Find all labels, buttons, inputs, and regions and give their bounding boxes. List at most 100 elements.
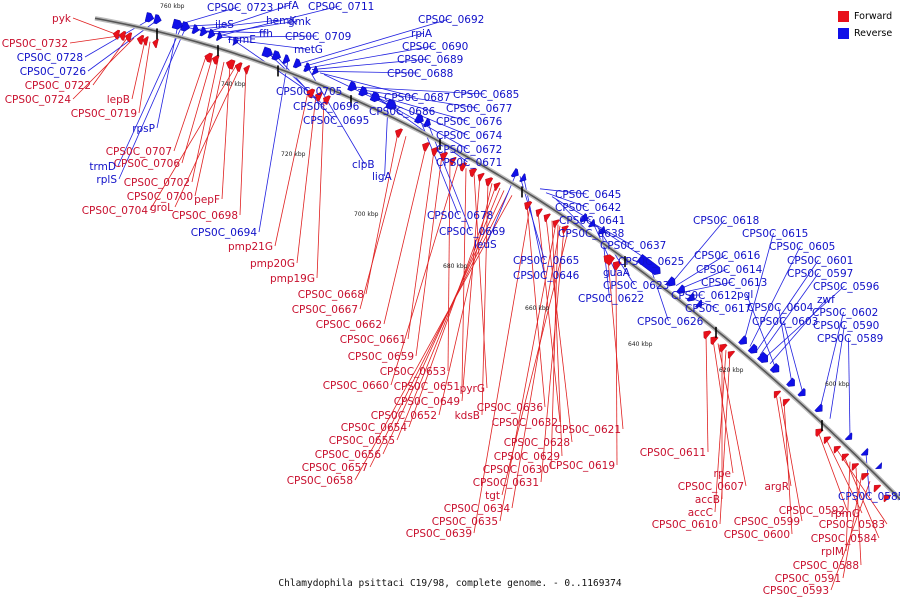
forward-gene-label: CPS0C_0704 xyxy=(82,205,149,217)
forward-gene-label: CPS0C_0621 xyxy=(555,424,621,436)
forward-gene-label: CPS0C_0610 xyxy=(652,519,718,531)
reverse-gene-label: CPS0C_0677 xyxy=(446,103,512,115)
reverse-gene xyxy=(519,173,527,182)
reverse-leader-line xyxy=(307,45,434,69)
reverse-leader-line xyxy=(675,254,726,287)
reverse-leader-line xyxy=(352,86,485,95)
forward-gene-label: CPS0C_0619 xyxy=(549,460,615,472)
forward-leader-line xyxy=(408,185,497,428)
reverse-gene xyxy=(261,46,273,58)
forward-gene-label: CPS0C_0698 xyxy=(172,210,238,222)
reverse-gene-label: CPS0C_0728 xyxy=(17,52,83,64)
forward-swatch xyxy=(838,11,849,22)
reverse-gene-label: CPS0C_0614 xyxy=(696,264,763,276)
reverse-gene-label: CPS0C_0685 xyxy=(453,89,519,101)
forward-leader-line xyxy=(369,192,509,468)
reverse-leader-line xyxy=(267,52,325,107)
forward-gene-label: CPS0C_0707 xyxy=(106,146,172,158)
reverse-gene-label: CPS0C_0646 xyxy=(513,270,580,282)
forward-gene xyxy=(431,146,440,157)
forward-leader-line xyxy=(181,58,213,164)
reverse-leader-line xyxy=(311,58,429,70)
reverse-gene-label: CPS0C_0596 xyxy=(813,281,880,293)
forward-leader-line xyxy=(783,400,793,535)
reverse-gene-label: ffh xyxy=(259,28,273,40)
forward-gene xyxy=(773,390,782,399)
forward-leader-line xyxy=(131,40,146,100)
forward-gene xyxy=(823,436,832,445)
forward-gene-label: groL xyxy=(150,202,173,214)
forward-gene-label: CPS0C_0632 xyxy=(492,417,558,429)
forward-leader-line xyxy=(511,225,561,509)
reverse-leader-line xyxy=(769,298,827,365)
reverse-gene-label: CPS0C_0603 xyxy=(752,316,818,328)
forward-leader-line xyxy=(191,60,219,183)
forward-gene-label: CPS0C_0660 xyxy=(323,380,389,392)
reverse-gene xyxy=(797,387,806,397)
reverse-gene xyxy=(422,117,431,128)
forward-gene-label: accC xyxy=(688,507,713,519)
reverse-leader-line xyxy=(357,88,478,109)
forward-gene-label: pyk xyxy=(52,13,72,25)
reverse-gene xyxy=(579,213,588,223)
reverse-leader-line xyxy=(589,221,650,262)
reverse-gene-label: trmD xyxy=(89,161,116,173)
forward-gene xyxy=(561,225,569,234)
forward-leader-line xyxy=(845,461,851,552)
forward-leader-line xyxy=(415,154,443,357)
forward-leader-line xyxy=(194,61,225,197)
forward-leader-line xyxy=(607,258,624,430)
reverse-gene-label: CPS0C_0687 xyxy=(384,92,450,104)
scale-tick-label: 740 kbp xyxy=(221,81,246,88)
reverse-gene-label: CPS0C_0622 xyxy=(578,293,644,305)
forward-leader-line xyxy=(499,223,557,522)
forward-gene-label: CPS0C_0634 xyxy=(444,503,511,515)
forward-gene-label: CPS0C_0654 xyxy=(341,422,408,434)
genome-backbone xyxy=(94,16,900,501)
scale-tick-label: 660 kbp xyxy=(525,305,550,312)
reverse-gene xyxy=(303,62,312,72)
forward-gene xyxy=(833,445,842,454)
reverse-leader-line xyxy=(819,311,844,410)
forward-leader-line xyxy=(712,339,734,474)
forward-gene xyxy=(861,472,870,481)
reverse-leader-line xyxy=(486,173,517,245)
forward-gene xyxy=(124,32,133,43)
forward-gene xyxy=(883,494,892,503)
reverse-gene xyxy=(271,50,282,61)
reverse-leader-line xyxy=(749,245,801,347)
forward-leader-line xyxy=(173,56,207,152)
forward-gene-label: CPS0C_0662 xyxy=(316,319,382,331)
reverse-gene-label: CPS0C_0709 xyxy=(285,31,351,43)
forward-leader-line xyxy=(526,204,546,408)
forward-gene xyxy=(459,162,468,172)
forward-leader-line xyxy=(540,228,565,483)
forward-gene-label: CPS0C_0732 xyxy=(2,38,68,50)
reverse-gene-label: CPS0C_0726 xyxy=(20,66,87,78)
backbone-line xyxy=(94,17,900,500)
reverse-gene-label: CPS0C_0612 xyxy=(671,290,737,302)
forward-leader-line xyxy=(461,176,481,402)
reverse-gene-label: CPS0C_0686 xyxy=(369,106,436,118)
forward-gene-label: CPS0C_0655 xyxy=(329,435,395,447)
forward-gene xyxy=(136,35,145,45)
reverse-gene-label: rpsP xyxy=(132,123,155,135)
reverse-gene xyxy=(282,54,291,64)
forward-gene xyxy=(710,336,719,346)
reverse-leader-line xyxy=(539,188,587,195)
forward-gene xyxy=(703,330,712,340)
reverse-gene-label: CPS0C_0615 xyxy=(742,228,808,240)
forward-gene-label: pyrG xyxy=(460,383,485,395)
forward-gene xyxy=(234,62,243,72)
forward-gene xyxy=(719,343,728,353)
forward-gene xyxy=(395,128,403,138)
forward-leader-line xyxy=(545,216,573,443)
reverse-leader-line xyxy=(848,337,851,438)
reverse-gene xyxy=(171,18,184,30)
forward-gene-label: argR xyxy=(764,481,789,493)
forward-leader-line xyxy=(72,17,117,35)
reverse-gene xyxy=(844,432,853,441)
reverse-gene-label: CPS0C_0723 xyxy=(207,2,273,14)
reverse-gene-label: CPS0C_0597 xyxy=(787,268,853,280)
forward-gene-label: CPS0C_0631 xyxy=(473,477,539,489)
